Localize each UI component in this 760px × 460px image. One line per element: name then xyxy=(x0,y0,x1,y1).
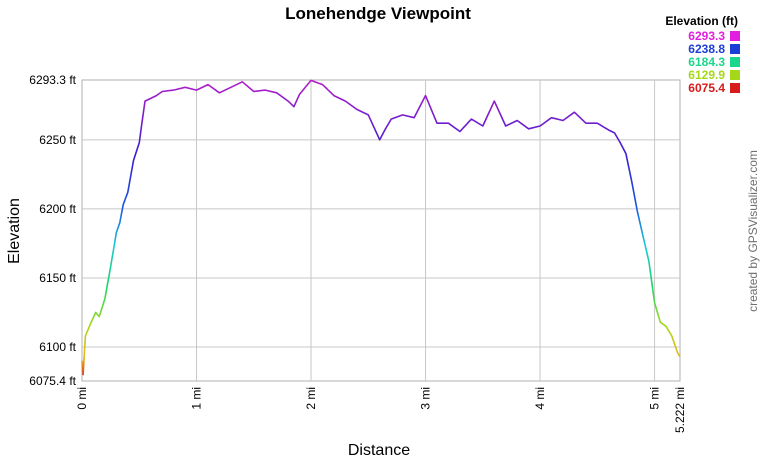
grid-lines xyxy=(82,80,680,381)
x-tick-label: 3 mi xyxy=(419,387,433,410)
legend-entry-label: 6075.4 xyxy=(688,81,725,95)
x-axis-ticks: 0 mi 1 mi 2 mi 3 mi 4 mi 5 mi 5.222 mi xyxy=(75,387,687,433)
legend-title: Elevation (ft) xyxy=(665,14,738,28)
credit-text: created by GPSVisualizer.com xyxy=(746,150,760,312)
chart-title: Lonehendge Viewpoint xyxy=(285,4,471,23)
x-tick-label: 5.222 mi xyxy=(673,387,687,433)
plot-area xyxy=(81,79,681,382)
y-tick-label: 6200 ft xyxy=(39,202,76,216)
legend-swatch xyxy=(730,44,740,54)
legend-swatch xyxy=(730,70,740,80)
y-tick-label: 6250 ft xyxy=(39,133,76,147)
legend-swatch xyxy=(730,31,740,41)
legend-entry-label: 6184.3 xyxy=(688,55,725,69)
x-tick-label: 0 mi xyxy=(75,387,89,410)
x-tick-label: 5 mi xyxy=(648,387,662,410)
legend-entry-label: 6238.8 xyxy=(688,42,725,56)
y-axis-ticks: 6075.4 ft 6100 ft 6150 ft 6200 ft 6250 ft 629… xyxy=(29,73,76,388)
y-axis-title: Elevation xyxy=(6,198,23,264)
y-tick-label: 6150 ft xyxy=(39,271,76,285)
legend-entry-label: 6293.3 xyxy=(688,29,725,43)
legend-swatch xyxy=(730,83,740,93)
x-tick-label: 2 mi xyxy=(304,387,318,410)
x-tick-label: 4 mi xyxy=(533,387,547,410)
elevation-profile-line xyxy=(81,79,681,376)
x-tick-label: 1 mi xyxy=(190,387,204,410)
legend-entry-label: 6129.9 xyxy=(688,68,725,82)
y-tick-label: 6293.3 ft xyxy=(29,73,76,87)
y-tick-label: 6100 ft xyxy=(39,340,76,354)
x-axis-title: Distance xyxy=(348,442,410,459)
legend: Elevation (ft) 6293.36238.86184.36129.96… xyxy=(665,14,740,95)
legend-swatch xyxy=(730,57,740,67)
y-tick-label: 6075.4 ft xyxy=(29,374,76,388)
